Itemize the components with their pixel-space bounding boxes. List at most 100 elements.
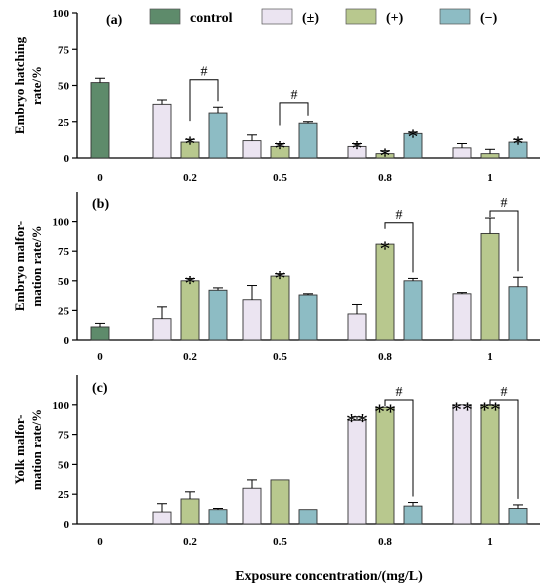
x-tick-label: 0.5 xyxy=(273,172,287,184)
significance-mark: * xyxy=(408,124,419,149)
significance-mark: * xyxy=(185,131,196,156)
bar xyxy=(452,293,472,341)
comparison-bracket xyxy=(384,222,414,273)
bar xyxy=(403,280,423,341)
bar xyxy=(90,326,110,341)
comparison-mark: # xyxy=(396,385,403,400)
y-axis-label-line: rate/% xyxy=(29,66,44,105)
legend-label-2: (+) xyxy=(386,11,404,26)
bar xyxy=(90,82,110,159)
y-tick-label: 50 xyxy=(58,81,70,93)
y-tick-label: 75 xyxy=(58,430,70,442)
y-tick-label: 75 xyxy=(58,246,70,258)
x-tick-label: 0 xyxy=(97,172,103,184)
y-axis-label-line: Embryo malfor- xyxy=(12,221,27,311)
bar xyxy=(480,232,500,341)
legend-label-0: control xyxy=(190,11,233,26)
significance-mark: ** xyxy=(479,397,501,422)
y-axis-label-line: Embryo hatching xyxy=(12,36,27,134)
bar xyxy=(375,406,395,525)
legend-label-3: (−) xyxy=(480,11,498,26)
y-axis-label: Embryo malfor-mation rate/% xyxy=(12,221,44,311)
bar xyxy=(375,243,395,341)
panel-label: (c) xyxy=(92,381,108,396)
bar xyxy=(347,313,367,341)
x-tick-label: 0.2 xyxy=(183,351,197,363)
comparison-mark: # xyxy=(501,385,508,400)
x-tick-label: 0.8 xyxy=(378,351,392,363)
bar xyxy=(480,404,500,525)
x-tick-label: 0.8 xyxy=(378,172,392,184)
comparison-bracket xyxy=(489,399,519,499)
significance-mark: * xyxy=(380,236,391,261)
x-tick-label: 0.5 xyxy=(273,351,287,363)
bar xyxy=(242,487,262,525)
y-tick-label: 0 xyxy=(64,519,70,531)
bar xyxy=(242,140,262,159)
significance-mark: ** xyxy=(346,409,368,434)
significance-mark: * xyxy=(275,266,286,291)
significance-mark: ** xyxy=(451,397,473,422)
y-tick-label: 50 xyxy=(58,459,70,471)
x-tick-label: 0.5 xyxy=(273,536,287,548)
panel-2: 0 25 50 75 100 0 0.2 0.5 0.8 1 (c) Yolk malfor-mati… xyxy=(12,375,540,548)
x-tick-label: 1 xyxy=(487,172,493,184)
legend-swatch-0 xyxy=(149,8,181,25)
panel-label: (b) xyxy=(92,197,109,212)
significance-mark: * xyxy=(275,136,286,161)
bar xyxy=(270,479,290,525)
y-tick-label: 25 xyxy=(58,305,70,317)
x-tick-label: 1 xyxy=(487,536,493,548)
bar xyxy=(452,404,472,525)
y-tick-label: 100 xyxy=(53,8,70,20)
bar xyxy=(180,498,200,525)
significance-mark: * xyxy=(352,136,363,161)
legend-swatch-1 xyxy=(261,8,293,25)
y-tick-label: 25 xyxy=(58,489,70,501)
legend-swatch-2 xyxy=(345,8,377,25)
legend-swatch-3 xyxy=(439,8,471,25)
significance-mark: * xyxy=(513,131,524,156)
x-tick-label: 0 xyxy=(97,536,103,548)
y-tick-label: 25 xyxy=(58,117,70,129)
bar xyxy=(152,103,172,159)
y-tick-label: 50 xyxy=(58,276,70,288)
y-axis-label: Yolk malfor-mation rate/% xyxy=(12,409,44,490)
y-tick-label: 75 xyxy=(58,44,70,56)
bar xyxy=(480,153,500,159)
bar xyxy=(508,508,528,525)
bar xyxy=(298,122,318,159)
comparison-mark: # xyxy=(291,88,298,103)
y-axis-label-line: mation rate/% xyxy=(29,225,44,306)
comparison-bracket xyxy=(279,102,309,126)
bar xyxy=(208,112,228,159)
bar xyxy=(152,318,172,341)
bar xyxy=(298,509,318,525)
panel-0: 0 25 50 75 100 0 0.2 0.5 0.8 1 (a) Embryo hatching r… xyxy=(12,8,540,184)
comparison-bracket xyxy=(384,399,414,497)
significance-mark: ** xyxy=(374,399,396,424)
comparison-mark: # xyxy=(396,208,403,223)
x-tick-label: 0.2 xyxy=(183,172,197,184)
legend-label-1: (±) xyxy=(302,11,319,26)
bar xyxy=(208,289,228,341)
bar xyxy=(208,509,228,525)
y-tick-label: 0 xyxy=(64,153,70,165)
bar xyxy=(152,511,172,525)
y-axis-label-line: mation rate/% xyxy=(29,409,44,490)
comparison-mark: # xyxy=(201,65,208,80)
y-tick-label: 100 xyxy=(53,217,70,229)
x-tick-label: 0 xyxy=(97,351,103,363)
bar xyxy=(298,294,318,341)
bar xyxy=(452,147,472,159)
comparison-bracket xyxy=(189,79,219,122)
panel-1: 0 25 50 75 100 0 0.2 0.5 0.8 1 (b) Embryo malfor-ma… xyxy=(12,192,540,363)
y-axis-label: Embryo hatching rate/% xyxy=(12,36,44,134)
bar xyxy=(403,505,423,525)
x-tick-label: 0.8 xyxy=(378,536,392,548)
y-axis-label-line: Yolk malfor- xyxy=(12,415,27,485)
x-tick-label: 0.2 xyxy=(183,536,197,548)
y-tick-label: 0 xyxy=(64,335,70,347)
